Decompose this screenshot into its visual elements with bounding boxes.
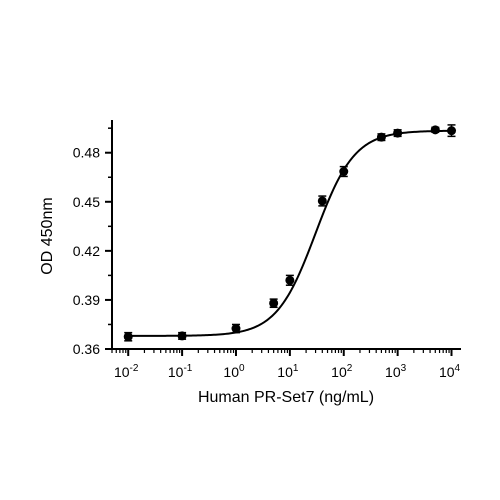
y-axis-title: OD 450nm: [39, 197, 56, 274]
data-point: [393, 128, 403, 138]
point-marker: [123, 332, 133, 342]
x-tick-label: 10-2: [114, 363, 139, 380]
point-marker: [285, 275, 295, 285]
point-marker: [317, 196, 327, 206]
data-point: [317, 195, 327, 207]
y-tick-label: 0.39: [73, 292, 100, 308]
point-marker: [231, 324, 241, 334]
data-points: [123, 124, 457, 342]
x-axis-title: Human PR-Set7 (ng/mL): [198, 389, 374, 406]
point-marker: [376, 132, 386, 142]
y-tick-label: 0.36: [73, 341, 100, 357]
data-point: [447, 124, 457, 138]
data-point: [231, 323, 241, 334]
data-point: [177, 331, 187, 341]
point-marker: [430, 125, 440, 135]
point-marker: [447, 126, 457, 136]
x-ticks: 10-2 10-1 100 101 102 103 104: [111, 349, 461, 380]
point-marker: [393, 128, 403, 138]
x-tick-label: 100: [223, 363, 245, 380]
data-point: [376, 132, 386, 142]
axes: [111, 120, 461, 350]
point-marker: [269, 298, 279, 308]
y-tick-label: 0.42: [73, 243, 100, 259]
data-point: [269, 298, 279, 309]
data-point: [339, 165, 349, 178]
y-ticks: 0.36 0.39 0.42 0.45 0.48: [73, 127, 112, 357]
x-tick-label: 101: [277, 363, 299, 380]
y-tick-label: 0.48: [73, 145, 100, 161]
x-tick-label: 102: [331, 363, 353, 380]
data-point: [285, 274, 295, 286]
x-tick-label: 10-1: [168, 363, 193, 380]
data-point: [430, 125, 440, 135]
x-tick-label: 104: [439, 363, 461, 380]
point-marker: [177, 331, 187, 341]
y-tick-label: 0.45: [73, 194, 100, 210]
point-marker: [339, 167, 349, 177]
data-point: [123, 331, 133, 342]
x-tick-label: 103: [385, 363, 407, 380]
fit-curve: [128, 129, 452, 337]
